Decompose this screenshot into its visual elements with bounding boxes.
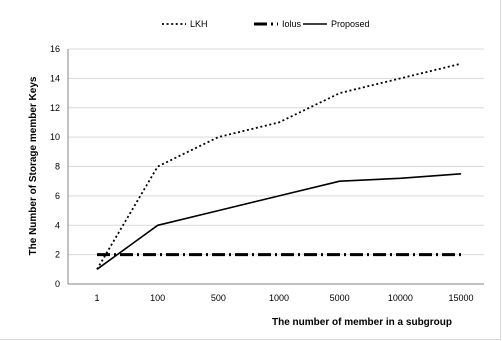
legend-label-lkh: LKH xyxy=(190,19,208,29)
gridlines xyxy=(68,48,484,256)
y-axis-title: The Number of Storage member Keys xyxy=(28,76,39,255)
x-tick-label: 100 xyxy=(150,293,165,303)
x-axis-ticks: 1 100 500 1000 5000 10000 15000 xyxy=(94,293,473,303)
y-tick-label: 2 xyxy=(55,250,60,260)
x-tick-label: 5000 xyxy=(330,293,350,303)
x-tick-label: 500 xyxy=(211,293,226,303)
legend: LKH Iolus Proposed xyxy=(162,19,370,29)
series-line-lkh xyxy=(96,62,462,270)
series-line-proposed xyxy=(96,173,462,270)
legend-label-proposed: Proposed xyxy=(331,19,370,29)
x-tick-label: 1000 xyxy=(269,293,289,303)
x-tick-label: 1 xyxy=(94,293,99,303)
series-lines xyxy=(96,62,462,270)
y-tick-label: 10 xyxy=(50,132,60,142)
x-axis-title: The number of member in a subgroup xyxy=(272,317,452,328)
y-tick-label: 0 xyxy=(55,279,60,289)
y-tick-label: 6 xyxy=(55,191,60,201)
legend-label-iolus: Iolus xyxy=(282,19,302,29)
x-tick-label: 10000 xyxy=(388,293,413,303)
y-axis-ticks: 0 2 4 6 8 10 12 14 16 xyxy=(50,44,60,289)
y-tick-label: 12 xyxy=(50,103,60,113)
y-tick-label: 8 xyxy=(55,162,60,172)
axes xyxy=(67,49,484,285)
y-tick-label: 14 xyxy=(50,73,60,83)
y-tick-label: 4 xyxy=(55,220,60,230)
x-tick-label: 15000 xyxy=(448,293,473,303)
y-tick-label: 16 xyxy=(50,44,60,54)
